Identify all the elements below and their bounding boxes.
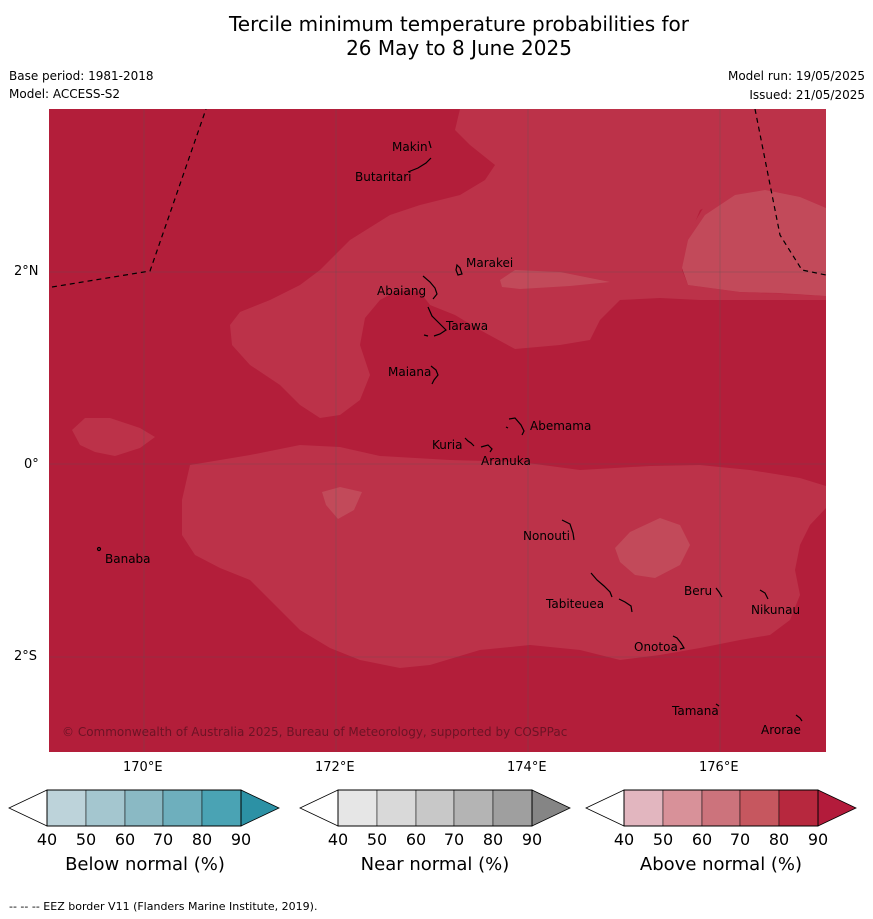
place-label-tarawa: Tarawa (445, 319, 488, 333)
gridlines (49, 109, 826, 752)
above-normal-70-spot-north (500, 270, 610, 289)
colorbar-label-below: Below normal (%) (65, 854, 225, 875)
place-label-maiana: Maiana (388, 365, 431, 379)
place-label-nonouti: Nonouti (523, 529, 570, 543)
lon-label-172e: 172°E (315, 760, 355, 775)
map-title: Tercile minimum temperature probabilitie… (0, 12, 873, 60)
colorbar-1-swatch-2 (376, 789, 417, 827)
place-label-beru: Beru (684, 584, 712, 598)
cb-below-tick-90: 90 (231, 830, 251, 849)
above-normal-70-region (682, 190, 826, 296)
cb-near-tick-40: 40 (328, 830, 348, 849)
colorbar-1-swatch-5 (492, 789, 533, 827)
place-label-nikunau: Nikunau (751, 603, 800, 617)
cb-near-tick-60: 60 (406, 830, 426, 849)
place-label-abaiang: Abaiang (377, 284, 426, 298)
place-label-arorae: Arorae (761, 723, 801, 737)
place-labels: Makin Butaritari Marakei Abaiang Tarawa … (105, 140, 801, 737)
above-normal-70-spot-south (615, 518, 690, 578)
cb-below-tick-70: 70 (153, 830, 173, 849)
island-outlines (96, 140, 803, 722)
colorbar-above-normal: 40 50 60 70 80 90 (585, 789, 857, 849)
cb-near-tick-90: 90 (522, 830, 542, 849)
place-label-butaritari: Butaritari (355, 170, 412, 184)
cb-below-tick-60: 60 (115, 830, 135, 849)
cb-near-tick-50: 50 (367, 830, 387, 849)
colorbar-1-swatch-6 (531, 789, 571, 827)
place-label-aranuka: Aranuka (481, 454, 531, 468)
lat-label-0: 0° (24, 457, 39, 472)
colorbar-0-swatch-5 (201, 789, 242, 827)
place-label-makin: Makin (392, 140, 428, 154)
issued-date: Issued: 21/05/2025 (749, 88, 865, 102)
colorbar-2-swatch-3 (701, 789, 741, 827)
colorbar-1-swatch-3 (415, 789, 455, 827)
cb-above-tick-50: 50 (653, 830, 673, 849)
place-label-abemama: Abemama (530, 419, 591, 433)
place-label-tabiteuea: Tabiteuea (545, 597, 604, 611)
cb-above-tick-70: 70 (730, 830, 750, 849)
colorbar-0-swatch-3 (124, 789, 164, 827)
place-label-onotoa: Onotoa (634, 640, 678, 654)
place-label-banaba: Banaba (105, 552, 151, 566)
lon-label-176e: 176°E (699, 760, 739, 775)
above-normal-70-spot-west (322, 487, 362, 519)
colorbar-1-swatch-1 (337, 789, 378, 827)
colorbar-2-swatch-5 (778, 789, 819, 827)
cb-above-tick-90: 90 (808, 830, 828, 849)
lat-label-2s: 2°S (14, 649, 38, 664)
colorbar-2-swatch-2 (662, 789, 703, 827)
colorbar-1-swatch-4 (453, 789, 494, 827)
colorbar-1-swatch-0 (299, 789, 339, 827)
place-label-marakei: Marakei (466, 256, 513, 270)
base-period: Base period: 1981-2018 (9, 69, 154, 83)
eez-border (51, 109, 826, 288)
cb-below-tick-40: 40 (37, 830, 57, 849)
colorbar-0-swatch-6 (240, 789, 280, 827)
colorbar-0-swatch-0 (8, 789, 48, 827)
map-area: Makin Butaritari Marakei Abaiang Tarawa … (49, 109, 826, 752)
title-line2: 26 May to 8 June 2025 (346, 36, 572, 60)
cb-above-tick-40: 40 (614, 830, 634, 849)
model-label: Model: ACCESS-S2 (9, 87, 121, 101)
cb-below-tick-80: 80 (192, 830, 212, 849)
colorbar-label-above: Above normal (%) (639, 854, 803, 875)
colorbar-below-normal: 40 50 60 70 80 90 (8, 789, 280, 849)
cb-above-tick-80: 80 (769, 830, 789, 849)
copyright-notice: © Commonwealth of Australia 2025, Bureau… (62, 725, 567, 739)
colorbar-2-swatch-6 (817, 789, 857, 827)
lat-label-2n: 2°N (14, 264, 39, 279)
place-label-tamana: Tamana (671, 704, 719, 718)
colorbar-near-normal: 40 50 60 70 80 90 (299, 789, 571, 849)
colorbar-2-swatch-4 (739, 789, 780, 827)
above-normal-80-region-west (72, 418, 155, 456)
title-line1: Tercile minimum temperature probabilitie… (228, 12, 690, 36)
cb-near-tick-70: 70 (444, 830, 464, 849)
colorbar-2-swatch-0 (585, 789, 625, 827)
model-run: Model run: 19/05/2025 (727, 69, 865, 83)
place-label-kuria: Kuria (432, 438, 463, 452)
colorbar-0-swatch-2 (85, 789, 126, 827)
colorbar-2-swatch-1 (623, 789, 664, 827)
colorbar-0-swatch-4 (162, 789, 203, 827)
colorbar-0-swatch-1 (46, 789, 87, 827)
cb-near-tick-80: 80 (483, 830, 503, 849)
lon-label-170e: 170°E (123, 760, 163, 775)
eez-footnote: -- -- -- EEZ border V11 (Flanders Marine… (9, 900, 318, 913)
colorbar-label-near: Near normal (%) (360, 854, 510, 875)
cb-below-tick-50: 50 (76, 830, 96, 849)
cb-above-tick-60: 60 (692, 830, 712, 849)
lon-label-174e: 174°E (507, 760, 547, 775)
